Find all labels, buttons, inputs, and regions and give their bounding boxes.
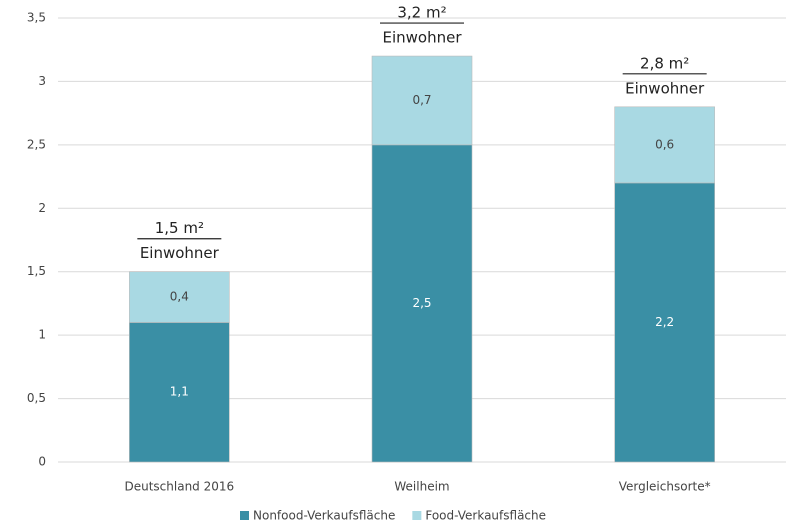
y-tick-label: 3 — [38, 74, 46, 88]
bar-segment — [129, 322, 230, 463]
annotation-denominator: Einwohner — [140, 244, 220, 262]
annotation-numerator: 3,2 m² — [397, 4, 446, 22]
bar-segment — [371, 55, 473, 146]
annotation-denominator: Einwohner — [625, 79, 705, 97]
value-label: 0,7 — [412, 93, 431, 107]
y-tick-label: 0 — [38, 455, 46, 469]
annotation-denominator: Einwohner — [382, 29, 462, 47]
value-label: 2,5 — [412, 296, 431, 310]
y-tick-label: 1 — [38, 328, 46, 342]
value-label: 0,4 — [170, 290, 189, 304]
y-tick-label: 1,5 — [27, 264, 46, 278]
annotation-numerator: 1,5 m² — [155, 219, 204, 237]
x-tick-label: Deutschland 2016 — [125, 480, 235, 494]
bar-segment — [371, 144, 473, 463]
x-tick-label: Weilheim — [394, 480, 449, 494]
legend-label: Nonfood-Verkaufsfläche — [253, 509, 395, 523]
y-tick-label: 2,5 — [27, 137, 46, 151]
y-tick-label: 3,5 — [27, 11, 46, 25]
legend-label: Food-Verkaufsfläche — [425, 509, 546, 523]
value-label: 1,1 — [170, 385, 189, 399]
annotation-numerator: 2,8 m² — [640, 54, 689, 72]
bar-segment — [614, 182, 715, 463]
legend-swatch — [412, 511, 422, 520]
value-label: 0,6 — [655, 137, 674, 151]
bar-segment — [614, 106, 715, 184]
y-tick-label: 2 — [38, 201, 46, 215]
y-tick-label: 0,5 — [27, 391, 46, 405]
legend-swatch — [240, 511, 249, 520]
x-tick-label: Vergleichsorte* — [619, 480, 711, 494]
bar-segment — [129, 271, 230, 323]
value-label: 2,2 — [655, 315, 674, 329]
